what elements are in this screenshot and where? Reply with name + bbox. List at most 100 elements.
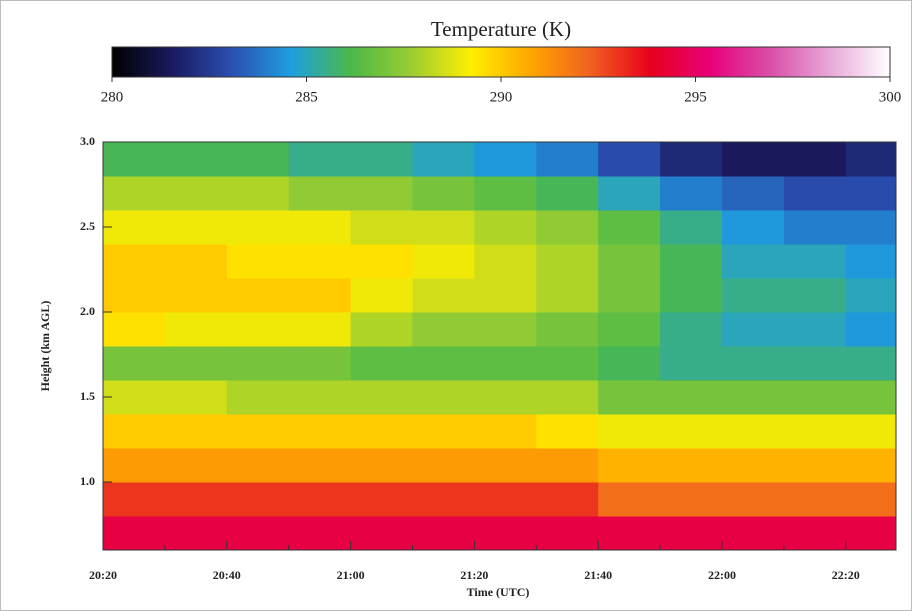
heatmap-cell xyxy=(164,380,228,415)
heatmap-cell xyxy=(598,448,661,483)
heatmap-cell xyxy=(536,176,599,211)
heatmap-cell xyxy=(536,414,599,449)
heatmap-cell xyxy=(164,176,228,211)
heatmap-cell xyxy=(226,482,290,517)
heatmap-cell xyxy=(845,448,897,483)
heatmap-cell xyxy=(226,210,290,245)
heatmap-cell xyxy=(103,142,166,177)
heatmap-cell xyxy=(845,142,897,177)
heatmap-cell xyxy=(722,244,785,279)
heatmap-cell xyxy=(474,244,537,279)
heatmap-cell xyxy=(164,278,228,313)
x-tick-label: 20:20 xyxy=(89,568,117,582)
y-tick-label: 1.0 xyxy=(80,474,95,488)
heatmap-cell xyxy=(536,142,599,177)
x-tick-label: 21:20 xyxy=(460,568,488,582)
heatmap-cell xyxy=(536,448,599,483)
heatmap-cell xyxy=(412,482,475,517)
heatmap-cell xyxy=(536,482,599,517)
x-tick-label: 21:00 xyxy=(337,568,365,582)
heatmap-cell xyxy=(598,244,661,279)
x-tick-label: 21:40 xyxy=(584,568,612,582)
heatmap-cell xyxy=(350,312,413,347)
heatmap-cell xyxy=(412,176,475,211)
heatmap-cell xyxy=(288,210,352,245)
heatmap-cell xyxy=(226,414,290,449)
colorbar-tick-label: 285 xyxy=(295,89,318,105)
heatmap-cell xyxy=(598,210,661,245)
y-axis-label: Height (km AGL) xyxy=(38,301,52,392)
heatmap-cell xyxy=(412,244,475,279)
heatmap-cell xyxy=(164,516,228,551)
heatmap-cell xyxy=(845,210,897,245)
heatmap-cell xyxy=(783,312,847,347)
heatmap-cell xyxy=(598,380,661,415)
heatmap-cell xyxy=(412,448,475,483)
heatmap-cell xyxy=(350,278,413,313)
heatmap-cell xyxy=(845,244,897,279)
heatmap-cell xyxy=(103,312,166,347)
heatmap-cell xyxy=(164,244,228,279)
heatmap-cell xyxy=(288,414,352,449)
heatmap-cell xyxy=(412,210,475,245)
heatmap-cell xyxy=(412,380,475,415)
heatmap-cell xyxy=(474,278,537,313)
heatmap-cell xyxy=(164,346,228,381)
heatmap-cell xyxy=(226,142,290,177)
x-tick-label: 22:20 xyxy=(832,568,860,582)
heatmap-cell xyxy=(288,142,352,177)
y-tick-label: 1.5 xyxy=(80,389,95,403)
heatmap-cell xyxy=(536,210,599,245)
heatmap-cell xyxy=(350,448,413,483)
y-tick-label: 2.5 xyxy=(80,219,95,233)
colorbar-tick-label: 290 xyxy=(490,89,513,105)
heatmap-cell xyxy=(350,176,413,211)
heatmap-cell xyxy=(226,278,290,313)
heatmap-cell xyxy=(288,176,352,211)
heatmap-cell xyxy=(103,414,166,449)
heatmap-cell xyxy=(164,448,228,483)
heatmap-cell xyxy=(103,346,166,381)
heatmap-cell xyxy=(660,312,723,347)
heatmap-cell xyxy=(103,448,166,483)
heatmap-cell xyxy=(783,448,847,483)
heatmap-cell xyxy=(288,482,352,517)
heatmap-cell xyxy=(598,346,661,381)
heatmap-cell xyxy=(783,346,847,381)
heatmap-cell xyxy=(598,414,661,449)
heatmap-cell xyxy=(412,516,475,551)
heatmap-cell xyxy=(288,346,352,381)
colorbar xyxy=(111,46,891,78)
heatmap-cell xyxy=(103,516,166,551)
heatmap-cell xyxy=(164,142,228,177)
heatmap-cell xyxy=(783,516,847,551)
heatmap-cell xyxy=(722,278,785,313)
heatmap-cell xyxy=(660,346,723,381)
heatmap-cell xyxy=(474,346,537,381)
heatmap-cell xyxy=(350,244,413,279)
heatmap-cell xyxy=(103,482,166,517)
heatmap-cell xyxy=(722,176,785,211)
heatmap-cell xyxy=(226,516,290,551)
colorbar-tick-label: 300 xyxy=(879,89,902,105)
heatmap-cell xyxy=(598,312,661,347)
heatmap-cell xyxy=(164,482,228,517)
heatmap-cell xyxy=(164,414,228,449)
colorbar-tick-label: 295 xyxy=(684,89,707,105)
heatmap-cell xyxy=(412,414,475,449)
heatmap-cell xyxy=(350,482,413,517)
heatmap-cell xyxy=(845,482,897,517)
heatmap-cell xyxy=(474,210,537,245)
heatmap-cell xyxy=(226,448,290,483)
heatmap-cell xyxy=(783,278,847,313)
heatmap-cell xyxy=(660,142,723,177)
x-axis-label: Time (UTC) xyxy=(467,585,530,599)
heatmap-cell xyxy=(660,448,723,483)
heatmap-cell xyxy=(350,346,413,381)
heatmap-cell xyxy=(845,380,897,415)
heatmap-cell xyxy=(660,380,723,415)
heatmap-cell xyxy=(226,346,290,381)
heatmap-cell xyxy=(536,312,599,347)
heatmap-cell xyxy=(783,210,847,245)
heatmap-cell xyxy=(226,244,290,279)
